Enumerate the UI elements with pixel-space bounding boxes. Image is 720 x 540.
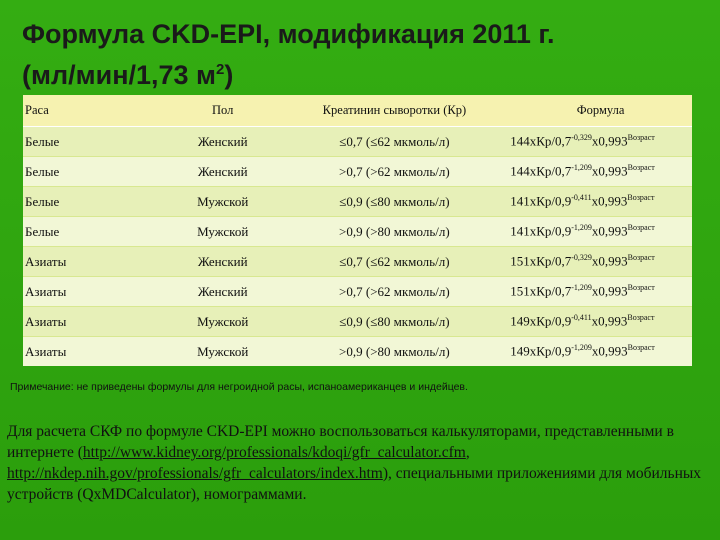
title-superscript: 2 bbox=[216, 61, 225, 78]
formula-base: 144xКр/0,7 bbox=[510, 133, 572, 149]
cell-sex: Женский bbox=[162, 246, 283, 277]
title-line-2-text: (мл/мин/1,73 м bbox=[22, 60, 217, 90]
formula-base: 151xКр/0,7 bbox=[510, 253, 572, 269]
paragraph-text-2: , bbox=[465, 444, 470, 461]
cell-creatinine: ≤0,7 (≤62 мкмоль/л) bbox=[282, 126, 507, 157]
header-formula: Формула bbox=[506, 95, 692, 127]
formula-age-exponent: Возраст bbox=[627, 193, 655, 203]
cell-race: Азиаты bbox=[23, 276, 163, 307]
nkdep-link[interactable]: http://nkdep.nih.gov/professionals/gfr_c… bbox=[7, 465, 383, 482]
cell-formula: 151xКр/0,7-1,209x0,993Возраст bbox=[506, 276, 692, 307]
formula-exponent: -1,209 bbox=[571, 343, 592, 353]
formula-age-exponent: Возраст bbox=[627, 283, 655, 293]
cell-creatinine: >0,7 (>62 мкмоль/л) bbox=[282, 156, 507, 187]
formula-base: 151xКр/0,7 bbox=[510, 283, 572, 299]
cell-sex: Женский bbox=[162, 276, 283, 307]
formula-exponent: -0,411 bbox=[571, 313, 592, 323]
formula-exponent: -0,329 bbox=[571, 133, 592, 143]
kidney-org-link[interactable]: http://www.kidney.org/professionals/kdoq… bbox=[82, 444, 466, 461]
formula-age-exponent: Возраст bbox=[627, 343, 655, 353]
header-race: Раса bbox=[23, 95, 163, 127]
formula-table: Раса Пол Креатинин сыворотки (Кр) Формул… bbox=[23, 95, 692, 366]
cell-formula: 141xКр/0,9-1,209x0,993Возраст bbox=[506, 216, 692, 247]
cell-creatinine: >0,9 (>80 мкмоль/л) bbox=[282, 216, 507, 247]
title-line-1: Формула CKD-EPI, модификация 2011 г. bbox=[22, 19, 555, 49]
title-line-2: (мл/мин/1,73 м2) bbox=[22, 60, 233, 90]
formula-base: 141xКр/0,9 bbox=[510, 193, 572, 209]
cell-creatinine: >0,9 (>80 мкмоль/л) bbox=[282, 336, 507, 366]
cell-formula: 149xКр/0,9-0,411x0,993Возраст bbox=[506, 306, 692, 337]
slide-title: Формула CKD-EPI, модификация 2011 г. (мл… bbox=[22, 16, 712, 93]
cell-sex: Женский bbox=[162, 126, 283, 157]
formula-base: 149xКр/0,9 bbox=[510, 313, 572, 329]
table-row: Белые Женский ≤0,7 (≤62 мкмоль/л) 144xКр/0,… bbox=[23, 126, 692, 157]
formula-factor: x0,993 bbox=[591, 313, 628, 329]
formula-base: 149xКр/0,9 bbox=[510, 343, 572, 359]
formula-factor: x0,993 bbox=[591, 163, 628, 179]
cell-race: Белые bbox=[23, 156, 163, 187]
cell-sex: Женский bbox=[162, 156, 283, 187]
formula-factor: x0,993 bbox=[591, 283, 628, 299]
cell-sex: Мужской bbox=[162, 336, 283, 366]
cell-race: Белые bbox=[23, 186, 163, 217]
cell-race: Азиаты bbox=[23, 336, 163, 366]
cell-formula: 144xКр/0,7-1,209x0,993Возраст bbox=[506, 156, 692, 187]
cell-formula: 141xКр/0,9-0,411x0,993Возраст bbox=[506, 186, 692, 217]
formula-factor: x0,993 bbox=[591, 343, 628, 359]
calculator-paragraph: Для расчета СКФ по формуле CKD-EPI можно… bbox=[7, 421, 717, 505]
title-line-2-end: ) bbox=[224, 60, 234, 90]
cell-race: Белые bbox=[23, 126, 163, 157]
cell-creatinine: ≤0,9 (≤80 мкмоль/л) bbox=[282, 186, 507, 217]
cell-sex: Мужской bbox=[162, 186, 283, 217]
footnote: Примечание: не приведены формулы для нег… bbox=[10, 381, 468, 393]
cell-creatinine: >0,7 (>62 мкмоль/л) bbox=[282, 276, 507, 307]
cell-sex: Мужской bbox=[162, 306, 283, 337]
formula-exponent: -1,209 bbox=[571, 223, 592, 233]
cell-race: Белые bbox=[23, 216, 163, 247]
formula-factor: x0,993 bbox=[591, 253, 628, 269]
cell-formula: 144xКр/0,7-0,329x0,993Возраст bbox=[506, 126, 692, 157]
formula-age-exponent: Возраст bbox=[627, 253, 655, 263]
paragraph-text-3: ), специальными приложениями для мобильн… bbox=[7, 465, 702, 503]
formula-exponent: -1,209 bbox=[571, 163, 592, 173]
table-row: Азиаты Женский ≤0,7 (≤62 мкмоль/л) 151xКр/0… bbox=[23, 246, 692, 277]
table-row: Азиаты Мужской ≤0,9 (≤80 мкмоль/л) 149xКр/0… bbox=[23, 306, 692, 337]
header-sex: Пол bbox=[162, 95, 283, 127]
cell-formula: 149xКр/0,9-1,209x0,993Возраст bbox=[506, 336, 692, 366]
formula-factor: x0,993 bbox=[591, 133, 628, 149]
formula-factor: x0,993 bbox=[591, 223, 628, 239]
cell-creatinine: ≤0,9 (≤80 мкмоль/л) bbox=[282, 306, 507, 337]
cell-race: Азиаты bbox=[23, 246, 163, 277]
paragraph-text-1: Для расчета СКФ по формуле CKD-EPI можно… bbox=[7, 423, 674, 461]
table-row: Белые Мужской ≤0,9 (≤80 мкмоль/л) 141xКр/0,… bbox=[23, 186, 692, 217]
table-row: Азиаты Женский >0,7 (>62 мкмоль/л) 151xКр/0… bbox=[23, 276, 692, 307]
table-row: Белые Женский >0,7 (>62 мкмоль/л) 144xКр/0,… bbox=[23, 156, 692, 187]
cell-race: Азиаты bbox=[23, 306, 163, 337]
formula-base: 144xКр/0,7 bbox=[510, 163, 572, 179]
formula-exponent: -0,329 bbox=[571, 253, 592, 263]
formula-age-exponent: Возраст bbox=[627, 223, 655, 233]
formula-exponent: -1,209 bbox=[571, 283, 592, 293]
table-row: Азиаты Мужской >0,9 (>80 мкмоль/л) 149xКр/0… bbox=[23, 336, 692, 366]
cell-creatinine: ≤0,7 (≤62 мкмоль/л) bbox=[282, 246, 507, 277]
formula-base: 141xКр/0,9 bbox=[510, 223, 572, 239]
formula-age-exponent: Возраст bbox=[627, 133, 655, 143]
cell-formula: 151xКр/0,7-0,329x0,993Возраст bbox=[506, 246, 692, 277]
formula-factor: x0,993 bbox=[591, 193, 628, 209]
formula-age-exponent: Возраст bbox=[627, 313, 655, 323]
table-row: Белые Мужской >0,9 (>80 мкмоль/л) 141xКр/0,… bbox=[23, 216, 692, 247]
cell-sex: Мужской bbox=[162, 216, 283, 247]
formula-exponent: -0,411 bbox=[571, 193, 592, 203]
header-creatinine: Креатинин сыворотки (Кр) bbox=[282, 95, 507, 127]
table-header-row: Раса Пол Креатинин сыворотки (Кр) Формул… bbox=[23, 95, 692, 127]
formula-age-exponent: Возраст bbox=[627, 163, 655, 173]
